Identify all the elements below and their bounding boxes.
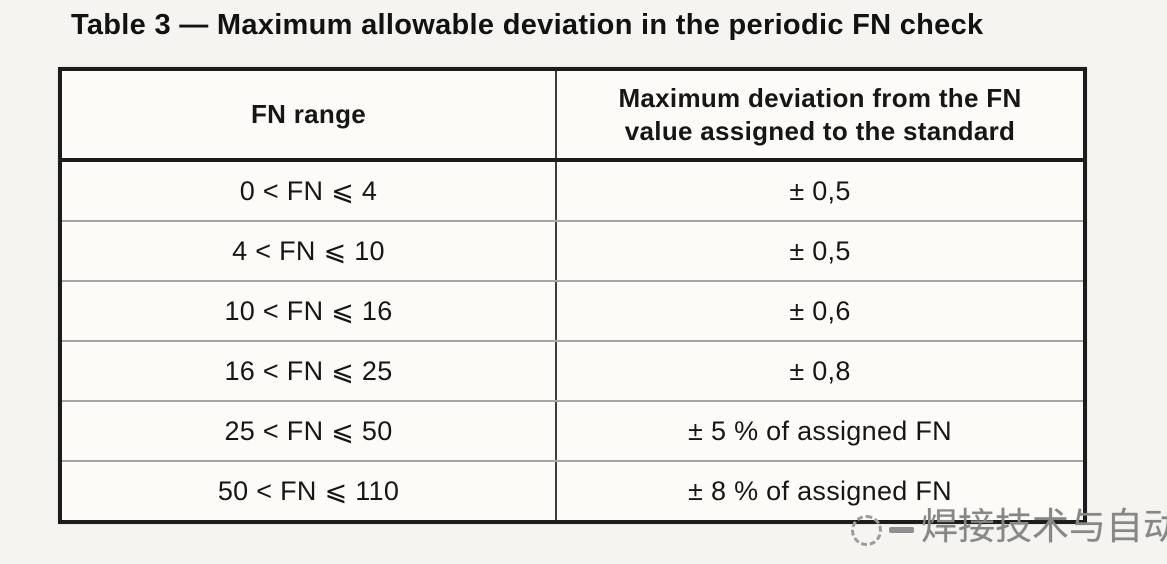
deviation-cell: ± 0,6 [789, 295, 851, 326]
fn-range-cell: 25 < FN ⩽ 50 [62, 402, 557, 460]
deviation-cell: ± 0,8 [789, 355, 851, 386]
deviation-cell: ± 0,5 [789, 235, 851, 266]
header-max-deviation: Maximum deviation from the FN value assi… [557, 71, 1083, 158]
fn-deviation-table: FN range Maximum deviation from the FN v… [58, 67, 1087, 524]
header-max-deviation-line2: value assigned to the standard [624, 115, 1016, 146]
fn-range-cell: 50 < FN ⩽ 110 [62, 462, 557, 520]
deviation-cell: ± 5 % of assigned FN [688, 415, 952, 446]
header-max-deviation-line1: Maximum deviation from the FN [618, 83, 1022, 113]
table-caption: Table 3 — Maximum allowable deviation in… [71, 9, 984, 41]
table-row: 50 < FN ⩽ 110 ± 8 % of assigned FN [62, 460, 1083, 520]
fn-range-cell: 4 < FN ⩽ 10 [62, 222, 557, 280]
watermark-text: 焊接技术与自动化 [921, 505, 1167, 548]
watermark-dash-stroke [889, 527, 914, 533]
deviation-cell: ± 8 % of assigned FN [688, 475, 952, 506]
watermark: 焊接技术与自动化 [851, 503, 1167, 551]
table-row: 4 < FN ⩽ 10 ± 0,5 [62, 220, 1083, 280]
table-body: 0 < FN ⩽ 4 ± 0,5 4 < FN ⩽ 10 ± 0,5 10 < … [62, 162, 1083, 520]
fn-range-cell: 0 < FN ⩽ 4 [62, 162, 557, 220]
table-row: 10 < FN ⩽ 16 ± 0,6 [62, 280, 1083, 340]
table-header-row: FN range Maximum deviation from the FN v… [62, 71, 1083, 162]
header-fn-range: FN range [62, 71, 557, 158]
fn-range-cell: 10 < FN ⩽ 16 [62, 282, 557, 340]
fn-range-cell: 16 < FN ⩽ 25 [62, 342, 557, 400]
table-row: 25 < FN ⩽ 50 ± 5 % of assigned FN [62, 400, 1083, 460]
table-row: 16 < FN ⩽ 25 ± 0,8 [62, 340, 1083, 400]
table-row: 0 < FN ⩽ 4 ± 0,5 [62, 162, 1083, 220]
dashed-circle-logo-icon [851, 515, 882, 546]
deviation-cell: ± 0,5 [789, 175, 851, 206]
